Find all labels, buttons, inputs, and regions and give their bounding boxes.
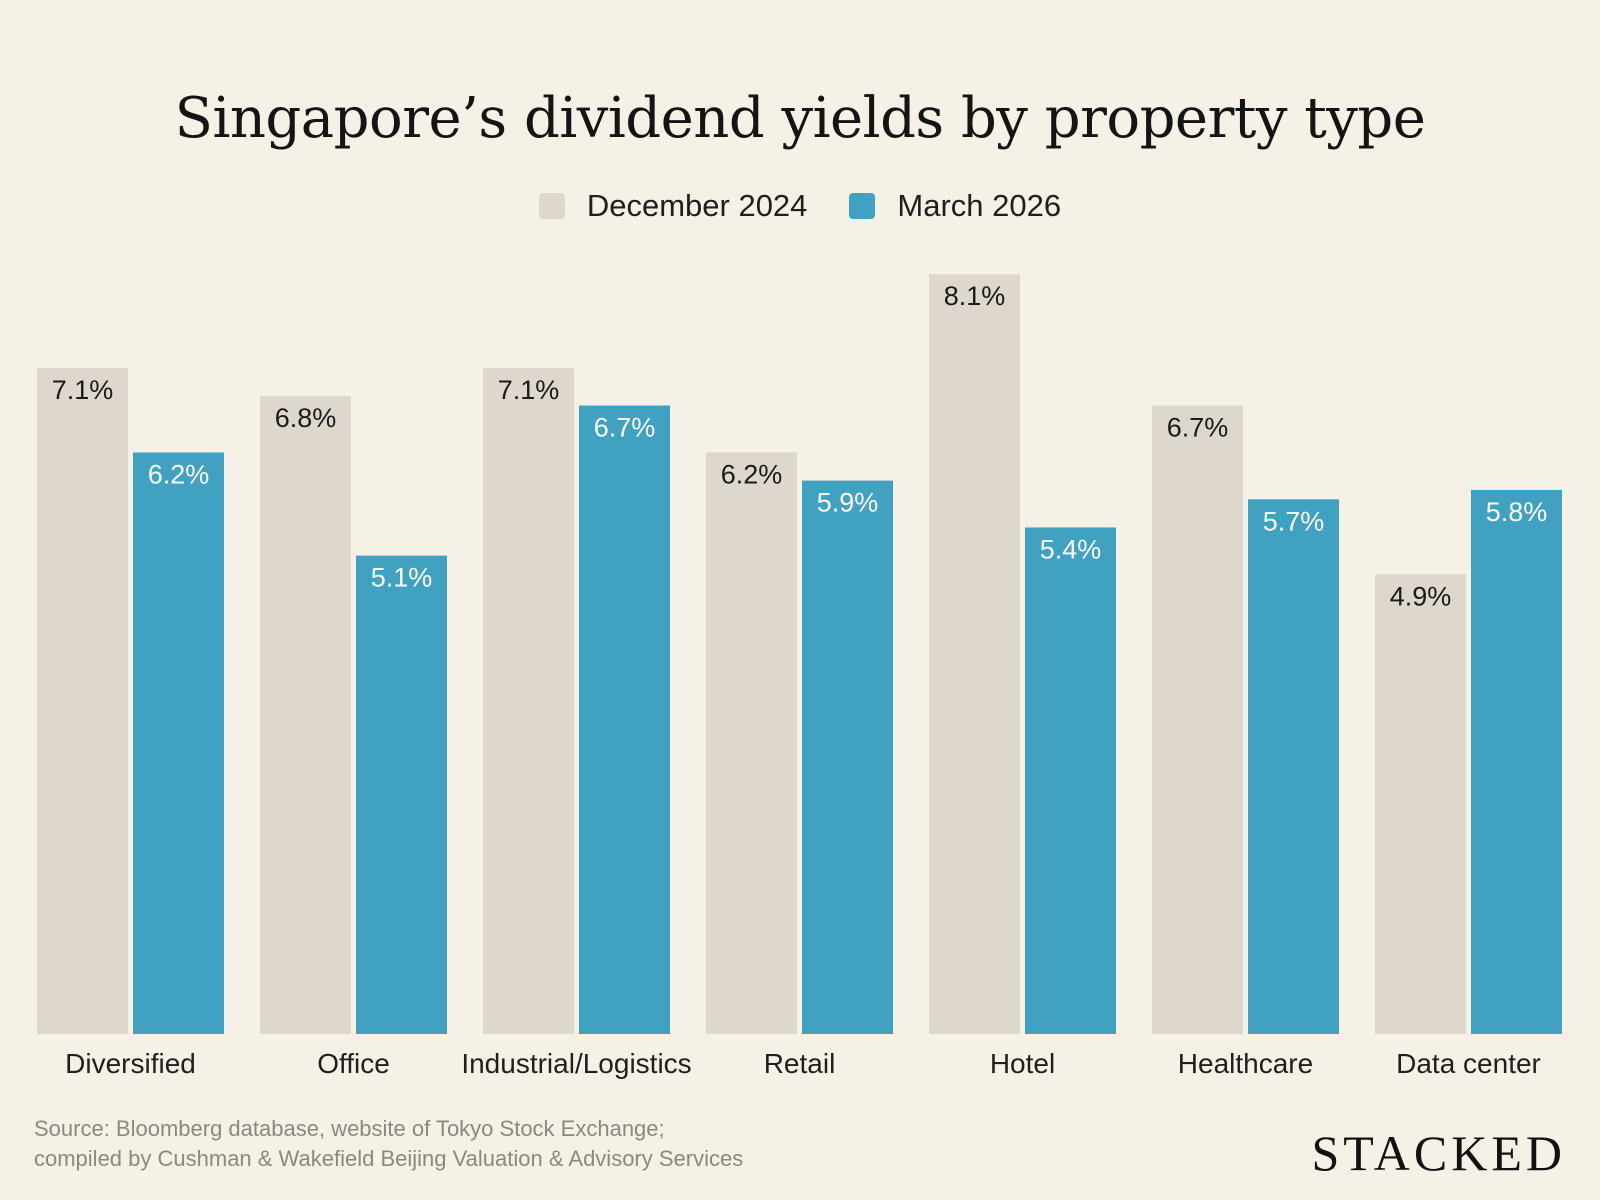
legend-label-december-2024: December 2024 — [586, 188, 808, 223]
data-label-hotel-december-2024: 8.1% — [944, 281, 1006, 311]
category-label-retail: Retail — [764, 1048, 836, 1079]
bar-retail-march-2026 — [802, 480, 893, 1035]
data-label-data-center-march-2026: 5.8% — [1486, 497, 1548, 527]
data-label-industrial-logistics-march-2026: 6.7% — [594, 413, 656, 443]
bar-office-december-2024 — [260, 396, 351, 1034]
source-line-2: compiled by Cushman & Wakefield Beijing … — [34, 1146, 744, 1171]
bar-data-center-december-2024 — [1375, 574, 1466, 1034]
legend-item-december-2024: December 2024 — [538, 188, 808, 224]
bar-hotel-december-2024 — [929, 274, 1020, 1035]
data-label-diversified-march-2026: 6.2% — [148, 459, 210, 489]
data-label-industrial-logistics-december-2024: 7.1% — [498, 375, 560, 405]
brand-logo: STACKED — [1311, 1125, 1566, 1181]
data-label-hotel-march-2026: 5.4% — [1040, 534, 1102, 564]
chart-title: Singapore’s dividend yields by property … — [174, 86, 1426, 151]
category-label-hotel: Hotel — [990, 1048, 1055, 1079]
data-label-retail-december-2024: 6.2% — [721, 459, 783, 489]
data-label-healthcare-december-2024: 6.7% — [1167, 413, 1229, 443]
category-label-data-center: Data center — [1396, 1048, 1541, 1079]
category-label-industrial-logistics: Industrial/Logistics — [461, 1048, 691, 1079]
legend-swatch-december-2024 — [538, 193, 565, 219]
legend-swatch-march-2026 — [849, 193, 876, 219]
source-line-1: Source: Bloomberg database, website of T… — [34, 1116, 665, 1141]
data-label-diversified-december-2024: 7.1% — [52, 375, 114, 405]
bar-healthcare-december-2024 — [1152, 405, 1243, 1034]
legend-item-march-2026: March 2026 — [849, 188, 1061, 224]
bar-office-march-2026 — [356, 555, 447, 1034]
data-label-office-december-2024: 6.8% — [275, 403, 337, 433]
bar-diversified-march-2026 — [133, 452, 224, 1034]
legend: December 2024 March 2026 — [0, 188, 1600, 224]
data-label-healthcare-march-2026: 5.7% — [1263, 506, 1325, 536]
category-label-healthcare: Healthcare — [1178, 1048, 1313, 1079]
bar-diversified-december-2024 — [37, 368, 128, 1034]
data-label-retail-march-2026: 5.9% — [817, 488, 879, 518]
bar-data-center-march-2026 — [1471, 489, 1562, 1035]
data-label-office-march-2026: 5.1% — [371, 563, 433, 593]
bar-chart: 7.1% 6.2% Diversified 6.8% 5.1% Office 7.1% 6.7… — [37, 274, 1562, 1079]
category-label-office: Office — [317, 1048, 390, 1079]
legend-label-march-2026: March 2026 — [897, 188, 1062, 223]
bar-industrial-logistics-december-2024 — [483, 368, 574, 1034]
data-label-data-center-december-2024: 4.9% — [1390, 581, 1452, 611]
bar-retail-december-2024 — [706, 452, 797, 1034]
bar-healthcare-march-2026 — [1248, 499, 1339, 1035]
bar-hotel-march-2026 — [1025, 527, 1116, 1034]
category-label-diversified: Diversified — [65, 1048, 196, 1079]
source-note: Source: Bloomberg database, website of T… — [34, 1114, 743, 1174]
bar-industrial-logistics-march-2026 — [579, 405, 670, 1034]
